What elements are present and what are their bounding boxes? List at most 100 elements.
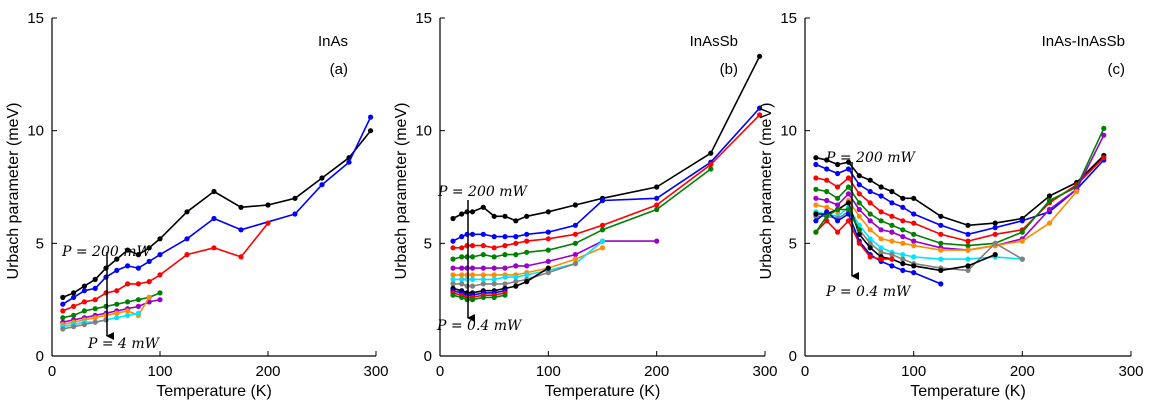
- data-point: [992, 252, 998, 258]
- data-point: [965, 231, 971, 237]
- series-1: [450, 105, 763, 244]
- data-point: [480, 281, 486, 287]
- data-point: [114, 315, 120, 321]
- data-point: [900, 204, 906, 210]
- data-point: [757, 105, 763, 111]
- data-point: [92, 315, 98, 321]
- data-point: [654, 184, 660, 190]
- data-point: [502, 252, 508, 258]
- data-point: [146, 279, 152, 285]
- data-point: [938, 240, 944, 246]
- data-point: [450, 215, 456, 222]
- data-point: [513, 283, 519, 289]
- data-point: [459, 211, 465, 217]
- data-point: [889, 222, 895, 228]
- data-point: [911, 254, 917, 260]
- data-point: [502, 213, 508, 219]
- data-point: [900, 234, 906, 240]
- data-point: [965, 243, 971, 249]
- data-point: [92, 319, 98, 325]
- data-point: [480, 252, 486, 258]
- data-point: [824, 213, 830, 219]
- data-point: [878, 218, 884, 224]
- data-point: [125, 281, 131, 287]
- data-point: [469, 254, 476, 260]
- data-point: [81, 321, 87, 328]
- panel-label: (a): [330, 61, 348, 78]
- data-point: [513, 240, 519, 246]
- data-point: [545, 236, 551, 242]
- panel-1: 0 100 200 300 0 5 10 15 Temperature (K) Urbach pa…: [393, 10, 778, 400]
- data-point: [900, 227, 906, 233]
- data-point: [524, 279, 530, 285]
- data-point: [135, 303, 141, 309]
- data-point: [1019, 229, 1025, 235]
- data-point: [824, 157, 830, 163]
- y-axis-title: Urbach parameter (meV): [393, 103, 410, 280]
- data-point: [654, 206, 660, 213]
- data-point: [867, 227, 873, 233]
- x-axis-title: Temperature (K): [910, 383, 1026, 400]
- data-point: [965, 263, 971, 269]
- data-point: [813, 202, 819, 208]
- y-tick-label: 10: [780, 123, 797, 140]
- data-point: [889, 229, 895, 235]
- data-point: [835, 170, 841, 177]
- data-point: [135, 252, 141, 258]
- data-point: [813, 211, 819, 217]
- data-point: [572, 231, 579, 237]
- data-point: [60, 294, 66, 300]
- data-point: [450, 265, 456, 271]
- series-line: [62, 116, 372, 305]
- data-point: [450, 245, 456, 251]
- data-point: [835, 184, 841, 190]
- data-point: [265, 202, 271, 208]
- data-point: [459, 254, 465, 260]
- data-point: [135, 297, 141, 303]
- data-point: [911, 238, 917, 244]
- data-point: [911, 211, 917, 217]
- data-point: [813, 161, 819, 168]
- data-point: [459, 294, 465, 300]
- data-point: [856, 231, 862, 237]
- data-point: [1019, 256, 1025, 262]
- data-point: [491, 276, 497, 282]
- data-point: [867, 218, 873, 224]
- data-point: [238, 254, 244, 260]
- data-point: [654, 202, 660, 208]
- data-point: [60, 301, 66, 307]
- data-point: [71, 312, 77, 318]
- data-point: [292, 195, 298, 201]
- data-point: [524, 263, 530, 269]
- data-point: [480, 204, 486, 210]
- data-point: [125, 247, 131, 253]
- panel-2: 0 100 200 300 0 5 10 15 Temperature (K) Urbach pa…: [758, 10, 1144, 400]
- data-point: [464, 276, 470, 282]
- data-point: [889, 213, 895, 219]
- series-2: [450, 112, 763, 251]
- data-point: [845, 200, 852, 206]
- data-point: [480, 231, 486, 237]
- series-2: [60, 220, 271, 314]
- data-point: [1101, 155, 1107, 161]
- data-point: [103, 317, 109, 323]
- x-axis-title: Temperature (K): [545, 383, 661, 400]
- data-point: [513, 218, 519, 224]
- data-point: [911, 263, 917, 269]
- data-point: [938, 231, 944, 237]
- data-point: [157, 252, 163, 258]
- data-point: [856, 227, 862, 233]
- data-point: [572, 261, 579, 267]
- data-point: [835, 202, 841, 208]
- data-point: [135, 310, 141, 316]
- data-point: [938, 222, 944, 228]
- data-point: [911, 195, 917, 201]
- data-point: [103, 290, 109, 296]
- data-point: [469, 272, 476, 278]
- series-line: [62, 298, 161, 323]
- data-point: [125, 308, 131, 314]
- data-point: [867, 211, 873, 217]
- y-axis-title: Urbach parameter (meV): [758, 103, 775, 280]
- data-point: [464, 272, 470, 278]
- data-point: [1019, 218, 1025, 224]
